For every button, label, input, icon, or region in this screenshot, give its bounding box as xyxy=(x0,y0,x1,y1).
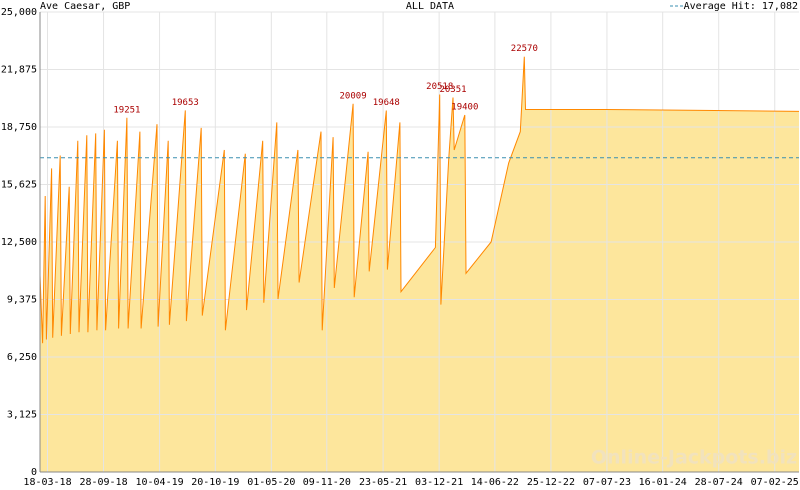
x-tick-label: 25-12-22 xyxy=(527,477,575,488)
legend-label: Average Hit: 17,082 xyxy=(684,1,798,12)
x-tick-label: 01-05-20 xyxy=(247,477,295,488)
peak-label: 22570 xyxy=(511,44,538,54)
y-tick-label: 9,375 xyxy=(7,295,37,306)
x-tick-label: 09-11-20 xyxy=(303,477,351,488)
line xyxy=(39,56,800,344)
x-tick-label: 07-07-23 xyxy=(583,477,631,488)
y-tick-label: 0 xyxy=(31,467,37,478)
x-tick-label: 10-04-19 xyxy=(135,477,183,488)
y-tick-label: 25,000 xyxy=(1,7,37,18)
area xyxy=(40,56,799,472)
y-tick-label: 3,125 xyxy=(7,410,37,421)
y-tick-label: 6,250 xyxy=(7,352,37,363)
y-tick-label: 15,625 xyxy=(1,180,37,191)
chart-subtitle: ALL DATA xyxy=(406,1,454,12)
peak-label: 19648 xyxy=(373,98,400,108)
y-tick-label: 21,875 xyxy=(1,65,37,76)
peak-label: 20009 xyxy=(340,91,367,101)
x-tick-label: 03-12-21 xyxy=(415,477,463,488)
x-tick-label: 07-02-25 xyxy=(751,477,799,488)
x-tick-label: 14-06-22 xyxy=(471,477,519,488)
y-tick-label: 18,750 xyxy=(1,122,37,133)
peak-label: 19251 xyxy=(113,105,140,115)
peak-label: 19400 xyxy=(451,103,478,113)
peak-label: 19653 xyxy=(172,98,199,108)
x-tick-label: 28-07-24 xyxy=(695,477,743,488)
x-tick-label: 28-09-18 xyxy=(79,477,127,488)
watermark: Online-Jackpots.biz xyxy=(591,447,797,469)
chart-title: Ave Caesar, GBP xyxy=(40,1,130,12)
x-tick-label: 23-05-21 xyxy=(359,477,407,488)
peak-label: 20518 xyxy=(426,82,453,92)
x-tick-label: 20-10-19 xyxy=(191,477,239,488)
y-tick-label: 12,500 xyxy=(1,237,37,248)
x-tick-label: 16-01-24 xyxy=(639,477,687,488)
peak-label: 20351 xyxy=(439,85,466,95)
x-tick-label: 18-03-18 xyxy=(23,477,71,488)
